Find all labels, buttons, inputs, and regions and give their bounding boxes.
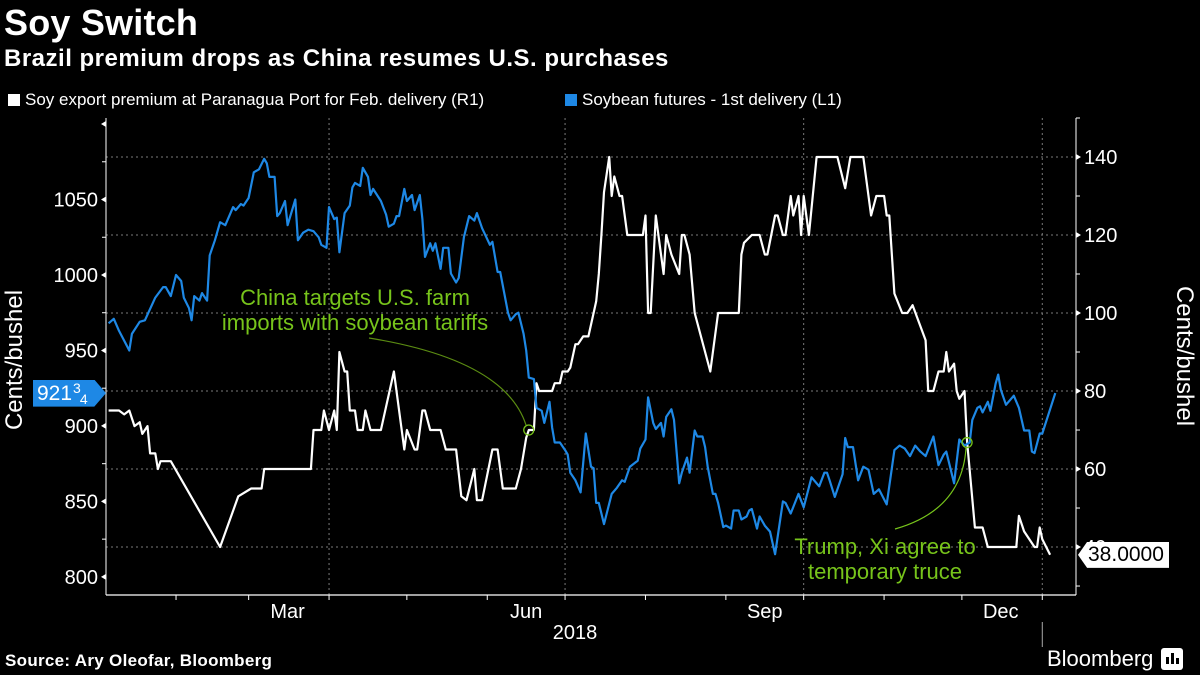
x-tick-label: Mar <box>270 601 305 623</box>
y-right-tick-label: 100 <box>1084 303 1117 325</box>
legend-swatch-white <box>8 94 20 106</box>
annotation-marker-truce <box>961 436 973 449</box>
y-left-tick-marker <box>101 121 106 128</box>
annotation-leader-truce <box>894 447 967 530</box>
y-left-tick-label: 900 <box>65 416 98 438</box>
annotation-trade-truce: Trump, Xi agree to temporary truce <box>775 534 995 584</box>
bloomberg-logo: Bloomberg <box>1047 646 1184 672</box>
y-axis-left-title: Cents/bushel <box>1 289 28 431</box>
y-right-tick-marker <box>1076 232 1081 239</box>
legend-label: Soybean futures - 1st delivery (L1) <box>582 90 842 109</box>
y-left-tick-label: 1050 <box>54 190 99 212</box>
annotation-china-tariffs: China targets U.S. farm imports with soy… <box>190 285 520 335</box>
y-left-tick-marker <box>101 498 106 505</box>
bloomberg-chart-icon <box>1161 648 1184 670</box>
y-left-tick-marker <box>101 422 106 429</box>
last-value-fraction-denominator: 4 <box>79 390 88 407</box>
legend: Soy export premium at Paranagua Port for… <box>8 90 1198 112</box>
last-value-badge-soy-premium: 38.0000 <box>1078 541 1169 568</box>
brand-name: Bloomberg <box>1047 646 1154 671</box>
y-left-tick-marker <box>101 196 106 203</box>
chart-subtitle: Brazil premium drops as China resumes U.… <box>4 45 669 72</box>
y-right-tick-label: 60 <box>1084 459 1106 481</box>
y-right-tick-marker <box>1076 388 1081 395</box>
legend-swatch-blue <box>565 94 577 106</box>
x-tick-label: Dec <box>983 601 1019 623</box>
annotation-leader-china <box>368 337 527 426</box>
annotation-line: imports with soybean tariffs <box>221 310 489 335</box>
y-left-tick-marker <box>101 271 106 278</box>
annotation-line: temporary truce <box>807 559 963 584</box>
annotation-line: Trump, Xi agree to <box>794 534 976 559</box>
gridlines <box>106 118 1076 595</box>
axes <box>101 117 1081 647</box>
y-right-tick-label: 120 <box>1084 225 1117 247</box>
y-left-tick-marker <box>101 573 106 580</box>
legend-item-soy-premium: Soy export premium at Paranagua Port for… <box>8 90 484 110</box>
x-tick-label: Sep <box>747 601 783 623</box>
y-right-tick-marker <box>1076 544 1081 551</box>
last-value-fraction-numerator: 3 <box>73 379 81 396</box>
y-left-tick-label: 850 <box>65 491 98 513</box>
x-tick-label: Jun <box>510 601 542 623</box>
x-axis-year-label: 2018 <box>552 622 598 644</box>
series-lines <box>107 155 1057 556</box>
annotation-marker-china <box>523 424 535 436</box>
y-right-tick-marker <box>1076 466 1081 473</box>
legend-item-soybean-futures: Soybean futures - 1st delivery (L1) <box>565 90 842 110</box>
annotation-line: China targets U.S. farm <box>240 285 470 310</box>
source-note: Source: Ary Oleofar, Bloomberg <box>5 651 273 670</box>
series-line-soy-premium <box>108 155 1052 556</box>
y-left-tick-marker <box>101 347 106 354</box>
legend-label: Soy export premium at Paranagua Port for… <box>25 90 485 109</box>
y-left-tick-label: 800 <box>65 567 98 589</box>
y-right-tick-marker <box>1076 154 1081 161</box>
last-value-whole: 921 <box>37 381 73 405</box>
y-left-tick-label: 1000 <box>54 265 99 287</box>
y-right-tick-marker <box>1076 310 1081 317</box>
y-left-tick-label: 950 <box>65 340 98 362</box>
y-axis-right-title: Cents/bushel <box>1171 285 1198 427</box>
chart-title: Soy Switch <box>4 2 199 43</box>
y-right-tick-label: 140 <box>1084 147 1117 169</box>
series-line-soybean-futures <box>107 157 1057 556</box>
annotation-markers <box>368 337 973 530</box>
tick-labels: 80085090095010001050406080100120140MarJu… <box>54 147 1118 623</box>
y-right-tick-label: 80 <box>1084 381 1106 403</box>
last-value-badge-soybean-futures: 92134 <box>33 379 106 407</box>
